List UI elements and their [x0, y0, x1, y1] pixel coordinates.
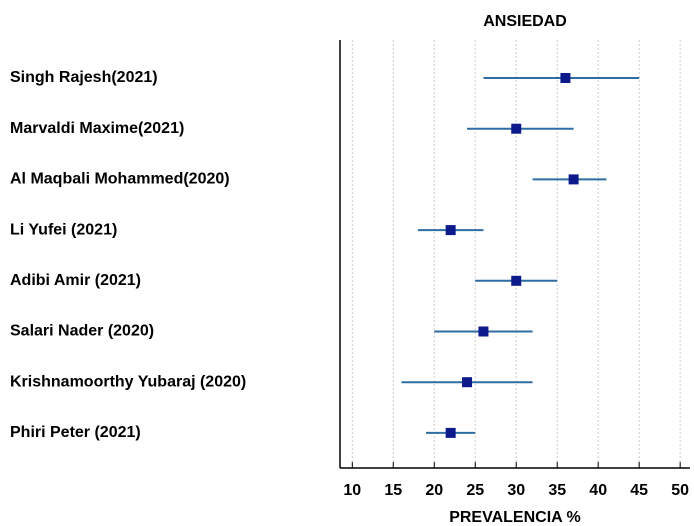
category-label: Li Yufei (2021): [10, 221, 117, 238]
estimate-marker: [511, 123, 522, 134]
estimate-marker: [445, 427, 456, 438]
estimate-marker: [560, 73, 571, 83]
x-axis-label: PREVALENCIA %: [449, 509, 581, 526]
category-label: Al Maqbali Mohammed(2020): [10, 171, 230, 188]
category-label: Singh Rajesh(2021): [10, 69, 158, 86]
category-label: Marvaldi Maxime(2021): [10, 120, 184, 137]
x-tick-label: 35: [548, 482, 566, 499]
category-label: Salari Nader (2020): [10, 323, 154, 340]
x-tick-label: 50: [671, 482, 689, 499]
category-label: Krishnamoorthy Yubaraj (2020): [10, 373, 246, 390]
x-tick-label: 30: [507, 482, 525, 499]
x-tick-label: 45: [630, 482, 648, 499]
x-tick-label: 10: [343, 482, 361, 499]
estimate-marker: [462, 377, 473, 388]
estimate-marker: [478, 326, 489, 337]
estimate-marker: [568, 174, 579, 185]
x-tick-label: 40: [589, 482, 607, 499]
x-tick-label: 20: [425, 482, 443, 499]
chart-title: ANSIEDAD: [483, 13, 567, 30]
x-tick-label: 25: [466, 482, 484, 499]
estimate-marker: [511, 275, 522, 286]
estimate-marker: [445, 225, 456, 236]
x-tick-label: 15: [384, 482, 402, 499]
category-label: Phiri Peter (2021): [10, 424, 141, 441]
category-label: Adibi Amir (2021): [10, 272, 141, 289]
